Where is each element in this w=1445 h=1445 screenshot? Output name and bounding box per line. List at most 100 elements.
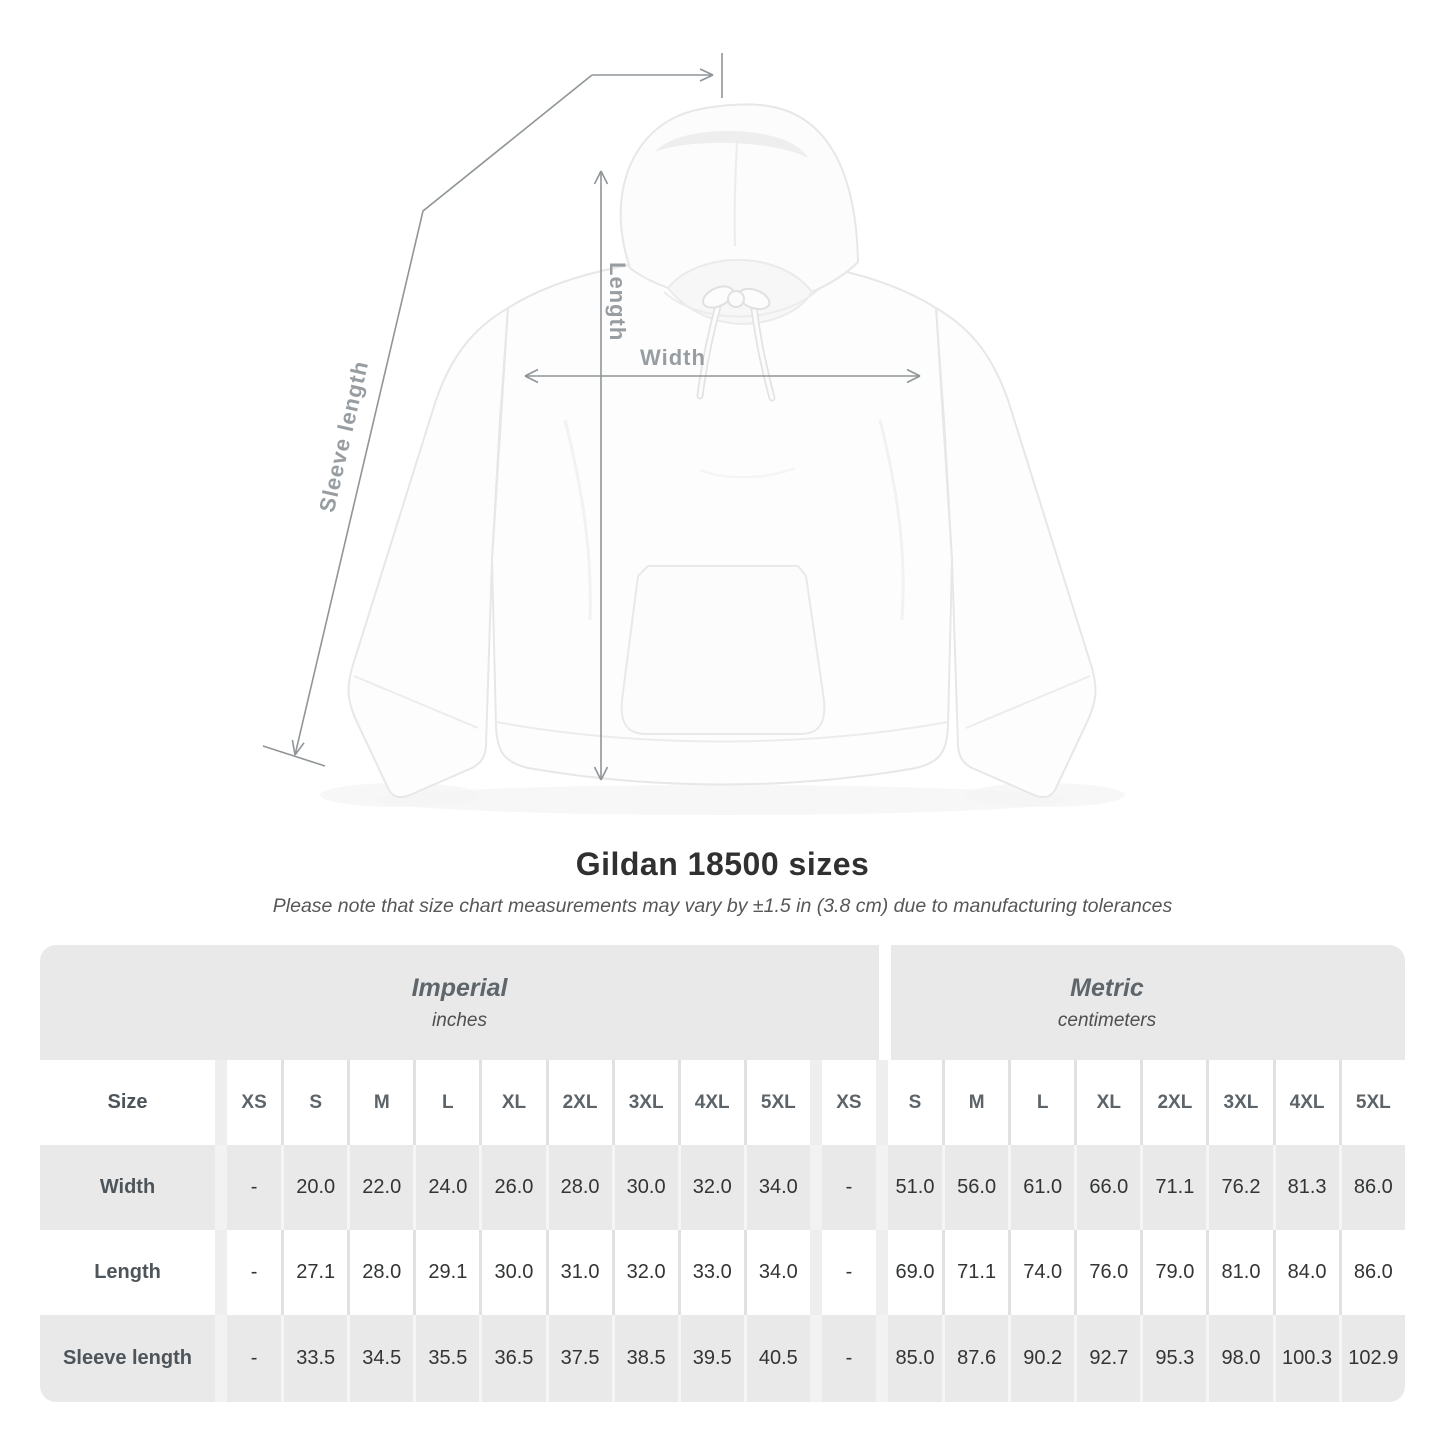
width-measurement-arrow: [524, 368, 921, 384]
imperial-size-header: 4XL: [677, 1060, 744, 1145]
imperial-value-cell: 33.0: [677, 1230, 744, 1315]
imperial-value-cell: 35.5: [413, 1315, 480, 1402]
metric-value-cell: 51.0: [875, 1145, 943, 1230]
metric-value-cell: -: [809, 1230, 876, 1315]
imperial-size-header: XL: [479, 1060, 546, 1145]
imperial-size-header: M: [347, 1060, 414, 1145]
imperial-value-cell: 39.5: [677, 1315, 744, 1402]
sleeve-length-measurement-arrow: [262, 53, 723, 767]
imperial-size-header: 3XL: [611, 1060, 678, 1145]
metric-size-header: XL: [1074, 1060, 1141, 1145]
metric-value-cell: 87.6: [942, 1315, 1009, 1402]
metric-value-cell: 100.3: [1272, 1315, 1339, 1402]
page-title: Gildan 18500 sizes: [575, 846, 870, 882]
length-measurement-arrow: [593, 170, 609, 781]
metric-panel: Metric centimeters: [891, 945, 1405, 1060]
metric-value-cell: 86.0: [1338, 1230, 1405, 1315]
metric-size-header: 4XL: [1272, 1060, 1339, 1145]
metric-value-cell: -: [809, 1145, 876, 1230]
metric-size-header: 5XL: [1338, 1060, 1405, 1145]
metric-value-cell: 76.2: [1206, 1145, 1273, 1230]
hoodie-illustration: [347, 103, 1097, 798]
metric-size-header: 3XL: [1206, 1060, 1273, 1145]
metric-value-cell: 85.0: [875, 1315, 943, 1402]
metric-value-cell: 76.0: [1074, 1230, 1141, 1315]
metric-size-header: 2XL: [1140, 1060, 1207, 1145]
imperial-value-cell: 33.5: [281, 1315, 348, 1402]
imperial-value-cell: 40.5: [743, 1315, 810, 1402]
metric-value-cell: 98.0: [1206, 1315, 1273, 1402]
metric-value-cell: 74.0: [1008, 1230, 1075, 1315]
size-table: Size XS S M L XL 2XL 3XL 4XL 5XL XS S M L XL 2XL 3XL 4XL 5…: [40, 1060, 1405, 1402]
imperial-value-cell: 34.5: [347, 1315, 414, 1402]
sleeve-length-label: Sleeve length: [314, 358, 373, 514]
metric-size-header: S: [875, 1060, 943, 1145]
measurement-row: Width -20.0 22.0 24.0 26.0 28.0 30.0 32.0 34.0-5…: [40, 1145, 1405, 1230]
metric-value-cell: 81.0: [1206, 1230, 1273, 1315]
imperial-value-cell: 30.0: [479, 1230, 546, 1315]
metric-value-cell: 92.7: [1074, 1315, 1141, 1402]
imperial-value-cell: 28.0: [347, 1230, 414, 1315]
measurement-row-label: Length: [40, 1230, 216, 1315]
metric-value-cell: 81.3: [1272, 1145, 1339, 1230]
metric-value-cell: 56.0: [942, 1145, 1009, 1230]
imperial-value-cell: 36.5: [479, 1315, 546, 1402]
imperial-value-cell: 27.1: [281, 1230, 348, 1315]
metric-value-cell: 61.0: [1008, 1145, 1075, 1230]
imperial-value-cell: -: [215, 1145, 282, 1230]
metric-value-cell: -: [809, 1315, 876, 1402]
metric-value-cell: 66.0: [1074, 1145, 1141, 1230]
imperial-value-cell: 32.0: [677, 1145, 744, 1230]
metric-value-cell: 95.3: [1140, 1315, 1207, 1402]
imperial-size-header: 5XL: [743, 1060, 810, 1145]
imperial-title: Imperial: [411, 973, 508, 1002]
imperial-value-cell: 31.0: [545, 1230, 612, 1315]
imperial-value-cell: 30.0: [611, 1145, 678, 1230]
metric-value-cell: 71.1: [942, 1230, 1009, 1315]
imperial-size-header: S: [281, 1060, 348, 1145]
imperial-panel: Imperial inches: [40, 945, 879, 1060]
measurement-row: Length -27.1 28.0 29.1 30.0 31.0 32.0 33.0 34.0-…: [40, 1230, 1405, 1315]
imperial-value-cell: 24.0: [413, 1145, 480, 1230]
metric-size-header: L: [1008, 1060, 1075, 1145]
metric-value-cell: 79.0: [1140, 1230, 1207, 1315]
imperial-value-cell: 38.5: [611, 1315, 678, 1402]
length-label: Length: [605, 262, 630, 341]
imperial-value-cell: 32.0: [611, 1230, 678, 1315]
metric-value-cell: 86.0: [1338, 1145, 1405, 1230]
imperial-value-cell: 26.0: [479, 1145, 546, 1230]
imperial-value-cell: 37.5: [545, 1315, 612, 1402]
metric-value-cell: 90.2: [1008, 1315, 1075, 1402]
imperial-value-cell: 22.0: [347, 1145, 414, 1230]
imperial-value-cell: 34.0: [743, 1145, 810, 1230]
size-header-row: Size XS S M L XL 2XL 3XL 4XL 5XL XS S M L XL 2XL 3XL 4XL 5…: [40, 1060, 1405, 1145]
measurement-row-label: Sleeve length: [40, 1315, 216, 1402]
width-label: Width: [640, 345, 706, 370]
measurement-row-label: Width: [40, 1145, 216, 1230]
imperial-size-header: XS: [215, 1060, 282, 1145]
imperial-value-cell: 34.0: [743, 1230, 810, 1315]
metric-subtitle: centimeters: [1057, 1009, 1157, 1031]
hoodie-measurement-diagram: Length Width Sleeve length: [262, 53, 1125, 815]
page-subtitle: Please note that size chart measurements…: [272, 895, 1173, 917]
imperial-value-cell: -: [215, 1230, 282, 1315]
metric-size-header: M: [942, 1060, 1009, 1145]
imperial-value-cell: -: [215, 1315, 282, 1402]
metric-value-cell: 102.9: [1338, 1315, 1405, 1402]
metric-value-cell: 69.0: [875, 1230, 943, 1315]
hoodie-shadow: [320, 783, 1125, 815]
imperial-value-cell: 28.0: [545, 1145, 612, 1230]
imperial-size-header: 2XL: [545, 1060, 612, 1145]
metric-title: Metric: [1070, 973, 1144, 1002]
unit-header-panels: Imperial inches Metric centimeters: [40, 945, 1405, 1060]
imperial-size-header: L: [413, 1060, 480, 1145]
size-column-header: Size: [40, 1060, 216, 1145]
imperial-subtitle: inches: [432, 1009, 487, 1031]
size-table-section: Imperial inches Metric centimeters Size X…: [40, 945, 1405, 1402]
measurement-row: Sleeve length -33.5 34.5 35.5 36.5 37.5 38.5 39…: [40, 1315, 1405, 1402]
metric-value-cell: 71.1: [1140, 1145, 1207, 1230]
metric-size-header: XS: [809, 1060, 876, 1145]
metric-value-cell: 84.0: [1272, 1230, 1339, 1315]
imperial-value-cell: 20.0: [281, 1145, 348, 1230]
